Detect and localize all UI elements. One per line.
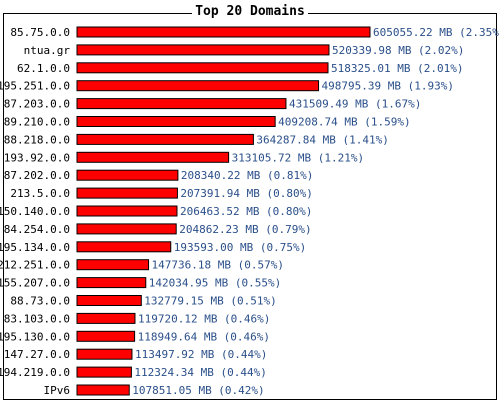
bar xyxy=(76,187,178,199)
bar xyxy=(76,241,172,253)
bar xyxy=(76,330,136,342)
category-label: 195.134.0.0 xyxy=(0,241,70,254)
bar xyxy=(76,259,150,271)
category-label: 147.27.0.0 xyxy=(4,348,70,361)
bar xyxy=(76,98,287,110)
value-label: 208340.22 MB (0.81%) xyxy=(181,169,313,182)
value-label: 313105.72 MB (1.21%) xyxy=(232,151,364,164)
value-label: 113497.92 MB (0.44%) xyxy=(135,348,267,361)
bar xyxy=(76,312,136,324)
category-label: 195.130.0.0 xyxy=(0,330,70,343)
category-label: 155.207.0.0 xyxy=(0,277,70,290)
value-label: 118949.64 MB (0.46%) xyxy=(138,330,270,343)
category-label: 194.219.0.0 xyxy=(0,366,70,379)
category-label: 85.75.0.0 xyxy=(10,26,70,39)
bar xyxy=(76,295,142,306)
value-label: 204862.23 MB (0.79%) xyxy=(179,223,311,236)
value-label: 107851.05 MB (0.42%) xyxy=(132,384,264,397)
bar xyxy=(76,169,179,181)
value-label: 206463.52 MB (0.80%) xyxy=(180,205,312,218)
value-label: 605055.22 MB (2.35%) xyxy=(373,26,500,39)
category-label: 150.140.0.0 xyxy=(0,205,70,218)
bar xyxy=(76,26,371,38)
value-label: 132779.15 MB (0.51%) xyxy=(144,295,276,308)
value-label: 119720.12 MB (0.46%) xyxy=(138,312,270,325)
value-label: 518325.01 MB (2.01%) xyxy=(331,62,463,75)
value-label: 409208.74 MB (1.59%) xyxy=(278,116,410,129)
bar xyxy=(76,133,254,145)
value-label: 112324.34 MB (0.44%) xyxy=(134,366,266,379)
value-label: 142034.95 MB (0.55%) xyxy=(149,277,281,290)
bar xyxy=(76,44,330,56)
category-label: IPv6 xyxy=(44,384,71,397)
bar xyxy=(76,384,130,396)
bar xyxy=(76,223,177,235)
value-label: 207391.94 MB (0.80%) xyxy=(180,187,312,200)
bar xyxy=(76,62,329,74)
category-label: 195.251.0.0 xyxy=(0,80,70,93)
category-label: 62.1.0.0 xyxy=(17,62,70,75)
value-label: 520339.98 MB (2.02%) xyxy=(332,44,464,57)
bar xyxy=(76,348,133,360)
category-label: 213.5.0.0 xyxy=(10,187,70,200)
bar xyxy=(76,151,230,163)
value-label: 193593.00 MB (0.75%) xyxy=(174,241,306,254)
value-label: 498795.39 MB (1.93%) xyxy=(322,80,454,93)
bar xyxy=(76,80,320,92)
category-label: 193.92.0.0 xyxy=(4,151,70,164)
bar xyxy=(76,366,132,378)
category-label: 88.218.0.0 xyxy=(4,133,70,146)
category-label: 212.251.0.0 xyxy=(0,259,70,272)
category-label: 87.202.0.0 xyxy=(4,169,70,182)
bar xyxy=(76,116,276,127)
bar xyxy=(76,277,147,289)
category-label: 89.210.0.0 xyxy=(4,116,70,129)
value-label: 431509.49 MB (1.67%) xyxy=(289,98,421,111)
category-label: 88.73.0.0 xyxy=(10,295,70,308)
category-label: 87.203.0.0 xyxy=(4,98,70,111)
category-label: ntua.gr xyxy=(24,44,71,57)
category-label: 83.103.0.0 xyxy=(4,312,70,325)
bar xyxy=(76,205,178,217)
value-label: 147736.18 MB (0.57%) xyxy=(152,259,284,272)
chart-title: Top 20 Domains xyxy=(0,4,500,20)
value-label: 364287.84 MB (1.41%) xyxy=(256,133,388,146)
category-label: 84.254.0.0 xyxy=(4,223,70,236)
